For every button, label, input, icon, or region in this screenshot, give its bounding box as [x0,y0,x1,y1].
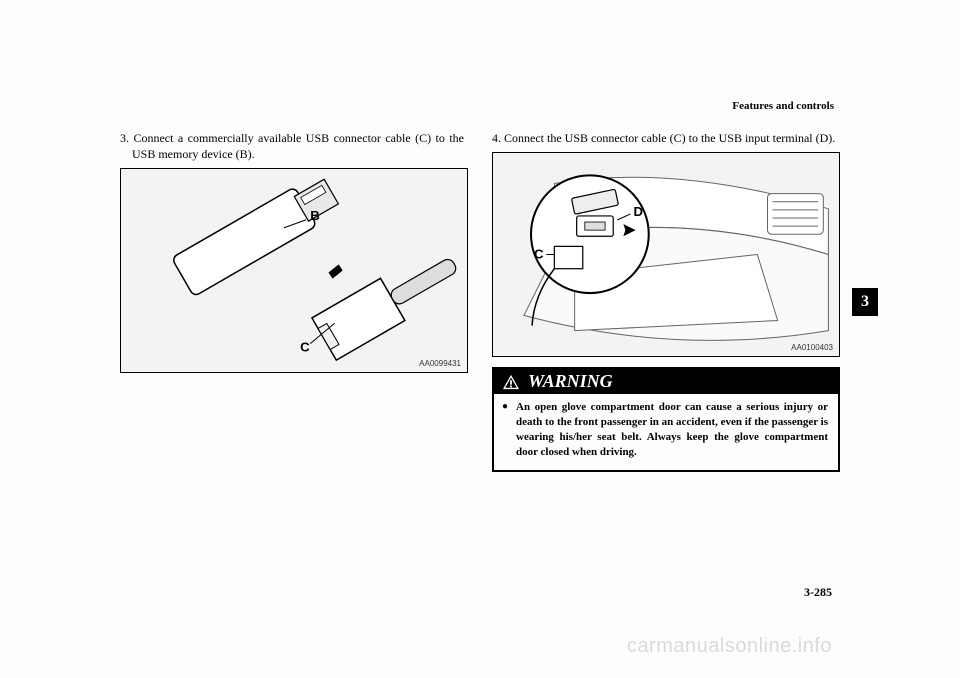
label-b: B [310,208,320,223]
figure-usb-cable-to-memory: B C AA0099431 [120,168,468,373]
figure-1-svg: B C [121,169,467,372]
manual-page: Features and controls 3. Connect a comme… [120,100,840,472]
warning-triangle-icon [502,374,520,390]
label-d: D [634,204,644,219]
step-3-text: 3. Connect a commercially available USB … [120,130,468,168]
label-c-left: C [300,340,310,355]
left-column: 3. Connect a commercially available USB … [120,130,468,472]
label-c-right: C [534,247,544,262]
figure-1-id: AA0099431 [419,359,461,368]
warning-title: WARNING [528,371,613,392]
section-header: Features and controls [120,100,840,112]
warning-header: WARNING [494,369,838,394]
watermark-text: carmanualsonline.info [627,635,832,658]
chapter-tab: 3 [852,288,878,316]
step-4-text: 4. Connect the USB connector cable (C) t… [492,130,840,152]
two-column-layout: 3. Connect a commercially available USB … [120,130,840,472]
warning-box: WARNING An open glove compartment door c… [492,367,840,471]
figure-2-id: AA0100403 [791,343,833,352]
figure-2-svg: D C [493,153,839,356]
figure-usb-to-terminal: D C AA0100403 [492,152,840,357]
right-column: 4. Connect the USB connector cable (C) t… [492,130,840,472]
page-number: 3-285 [804,585,832,600]
warning-body-text: An open glove compartment door can cause… [494,394,838,469]
